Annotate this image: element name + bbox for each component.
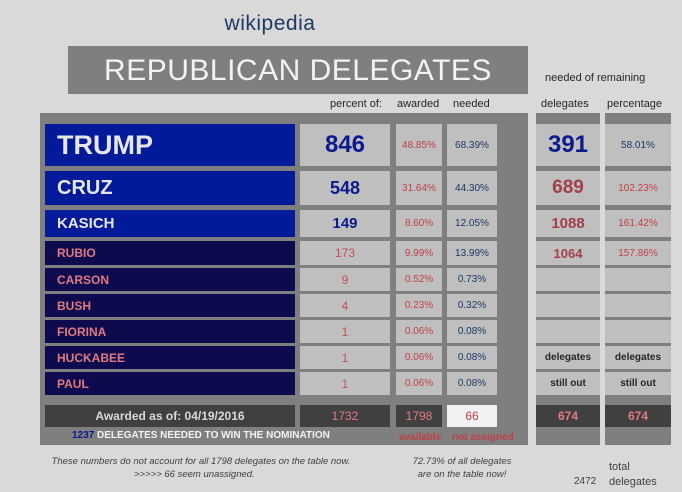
still-out-label-delegates-1: delegates <box>536 346 600 369</box>
candidate-name-kasich: KASICH <box>45 210 295 237</box>
pct-needed-cruz: 44.30% <box>447 171 497 205</box>
candidate-name-huckabee: HUCKABEE <box>45 346 295 369</box>
pct-awarded-rubio: 9.99% <box>396 241 442 265</box>
candidate-name-trump: TRUMP <box>45 124 295 166</box>
delegates-huckabee: 1 <box>300 346 390 369</box>
total-delegates-number: 2472 <box>574 476 597 487</box>
remaining-pct-blank <box>605 320 671 343</box>
remaining-delegates-rubio: 1064 <box>536 241 600 265</box>
still-out-delegates: 674 <box>536 405 600 427</box>
pct-awarded-kasich: 8.60% <box>396 210 442 237</box>
still-out-percentage: 674 <box>605 405 671 427</box>
pct-needed-trump: 68.39% <box>447 124 497 166</box>
pct-needed-paul: 0.08% <box>447 372 497 395</box>
still-out-label-percentage-1: delegates <box>605 346 671 369</box>
remaining-delegates-kasich: 1088 <box>536 210 600 237</box>
remaining-delegates-blank <box>536 294 600 317</box>
delegates-paul: 1 <box>300 372 390 395</box>
total-label-line1: total <box>609 461 630 473</box>
pct-needed-fiorina: 0.08% <box>447 320 497 343</box>
delegates-cruz: 548 <box>300 171 390 205</box>
delegates-bush: 4 <box>300 294 390 317</box>
available-delegates: 1798 <box>396 405 442 427</box>
total-delegates-label: total delegates <box>609 460 657 490</box>
remaining-pct-kasich: 161.42% <box>605 210 671 237</box>
header-delegates: delegates <box>541 98 589 110</box>
note-left-line2: >>>>> 66 seem unassigned. <box>134 469 255 480</box>
needed-to-win-line: 1237 DELEGATES NEEDED TO WIN THE NOMINAT… <box>72 430 330 441</box>
total-label-line2: delegates <box>609 476 657 488</box>
candidate-name-carson: CARSON <box>45 268 295 291</box>
not-assigned-delegates: 66 <box>447 405 497 427</box>
candidate-name-fiorina: FIORINA <box>45 320 295 343</box>
delegates-trump: 846 <box>300 124 390 166</box>
needed-to-win-text: DELEGATES NEEDED TO WIN THE NOMINATION <box>97 430 330 441</box>
page-title: REPUBLICAN DELEGATES <box>68 46 528 94</box>
delegates-rubio: 173 <box>300 241 390 265</box>
remaining-pct-blank <box>605 294 671 317</box>
pct-needed-rubio: 13.99% <box>447 241 497 265</box>
pct-awarded-bush: 0.23% <box>396 294 442 317</box>
delegates-fiorina: 1 <box>300 320 390 343</box>
pct-needed-carson: 0.73% <box>447 268 497 291</box>
delegates-carson: 9 <box>300 268 390 291</box>
remaining-pct-blank <box>605 268 671 291</box>
remaining-delegates-blank <box>536 268 600 291</box>
remaining-delegates-cruz: 689 <box>536 171 600 205</box>
pct-awarded-huckabee: 0.06% <box>396 346 442 369</box>
note-middle: 72.73% of all delegates are on the table… <box>392 455 532 481</box>
pct-awarded-trump: 48.85% <box>396 124 442 166</box>
header-percent-of: percent of: <box>330 98 382 110</box>
remaining-pct-cruz: 102.23% <box>605 171 671 205</box>
available-label: available <box>399 432 442 443</box>
site-label: wikipedia <box>224 12 316 35</box>
delegates-kasich: 149 <box>300 210 390 237</box>
pct-awarded-paul: 0.06% <box>396 372 442 395</box>
pct-awarded-carson: 0.52% <box>396 268 442 291</box>
remaining-delegates-trump: 391 <box>536 124 600 166</box>
candidate-name-rubio: RUBIO <box>45 241 295 265</box>
remaining-delegates-blank <box>536 320 600 343</box>
header-percentage: percentage <box>607 98 663 110</box>
remaining-pct-trump: 58.01% <box>605 124 671 166</box>
header-needed: needed <box>453 98 490 110</box>
pct-needed-bush: 0.32% <box>447 294 497 317</box>
pct-needed-huckabee: 0.08% <box>447 346 497 369</box>
note-left: These numbers do not account for all 179… <box>22 455 380 481</box>
awarded-as-of-date: Awarded as of: 04/19/2016 <box>45 405 295 427</box>
note-left-line1: These numbers do not account for all 179… <box>51 456 351 467</box>
pct-awarded-fiorina: 0.06% <box>396 320 442 343</box>
still-out-label-delegates-2: still out <box>536 372 600 395</box>
candidate-name-paul: PAUL <box>45 372 295 395</box>
candidate-name-bush: BUSH <box>45 294 295 317</box>
note-mid-line1: 72.73% of all delegates <box>412 456 512 467</box>
note-mid-line2: are on the table now! <box>417 469 507 480</box>
not-assigned-label: not assigned <box>452 432 514 443</box>
still-out-label-percentage-2: still out <box>605 372 671 395</box>
remaining-pct-rubio: 157.86% <box>605 241 671 265</box>
header-needed-of-remaining: needed of remaining <box>545 72 646 84</box>
pct-needed-kasich: 12.05% <box>447 210 497 237</box>
total-awarded: 1732 <box>300 405 390 427</box>
needed-to-win-number: 1237 <box>72 430 95 441</box>
candidate-name-cruz: CRUZ <box>45 171 295 205</box>
header-awarded: awarded <box>397 98 440 110</box>
pct-awarded-cruz: 31.64% <box>396 171 442 205</box>
